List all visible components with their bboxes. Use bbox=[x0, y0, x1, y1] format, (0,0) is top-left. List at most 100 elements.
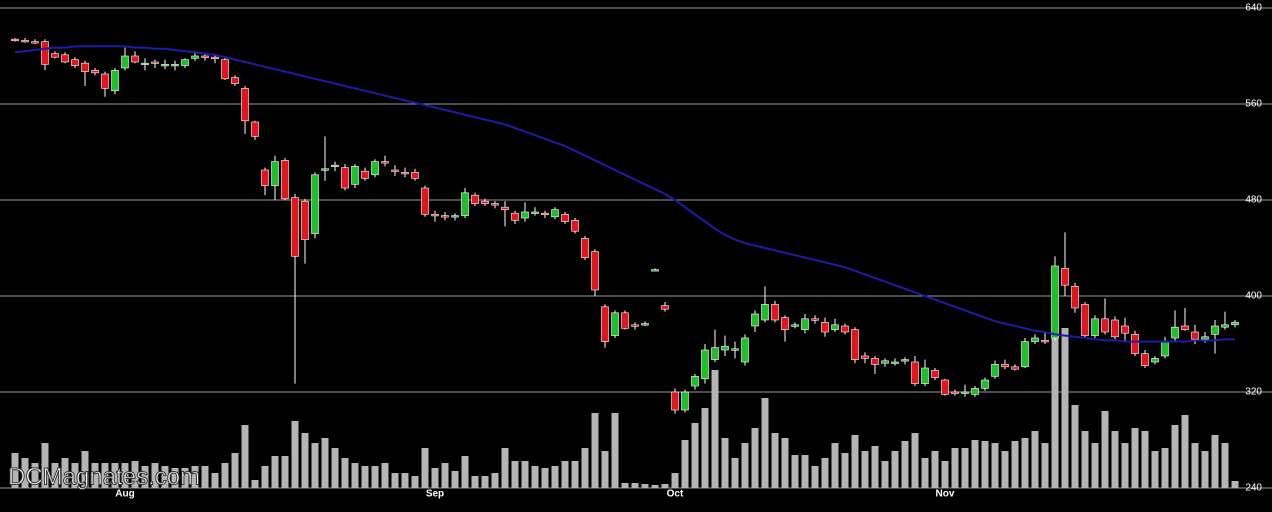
candle-body bbox=[271, 161, 279, 186]
volume-bar bbox=[451, 471, 459, 488]
candle-body bbox=[411, 172, 419, 179]
candle-body bbox=[761, 304, 769, 321]
candle-body bbox=[621, 312, 629, 329]
candle-body bbox=[791, 324, 799, 327]
volume-bar bbox=[601, 451, 609, 488]
candle-body bbox=[721, 346, 729, 351]
volume-bar bbox=[721, 438, 729, 488]
volume-bar bbox=[1191, 443, 1199, 488]
volume-bar bbox=[151, 463, 159, 488]
volume-bar bbox=[501, 448, 509, 488]
candle-body bbox=[631, 324, 639, 327]
candle-body bbox=[531, 211, 539, 214]
candle-body bbox=[981, 379, 989, 389]
y-tick-label: 640 bbox=[1245, 3, 1262, 14]
volume-bar bbox=[911, 433, 919, 488]
candle-body bbox=[401, 172, 409, 175]
candle-body bbox=[131, 55, 139, 63]
volume-bar bbox=[1101, 411, 1109, 488]
volume-bar bbox=[261, 466, 269, 488]
volume-bar bbox=[171, 468, 179, 488]
candle-body bbox=[681, 391, 689, 411]
candle-body bbox=[1231, 322, 1239, 326]
candle-body bbox=[971, 388, 979, 395]
volume-bar bbox=[981, 441, 989, 488]
volume-bar bbox=[121, 463, 129, 488]
volume-bar bbox=[1041, 443, 1049, 488]
candle-body bbox=[741, 337, 749, 363]
candle-body bbox=[671, 391, 679, 411]
volume-bar bbox=[521, 461, 529, 488]
candle-body bbox=[381, 161, 389, 164]
candle-body bbox=[241, 88, 249, 122]
volume-bar bbox=[191, 466, 199, 488]
candle-body bbox=[1121, 325, 1129, 334]
candle-body bbox=[281, 160, 289, 200]
candle-body bbox=[931, 370, 939, 378]
candle-body bbox=[161, 64, 169, 67]
volume-bar bbox=[321, 438, 329, 488]
volume-bar bbox=[371, 466, 379, 488]
candle-body bbox=[521, 211, 529, 219]
volume-bar bbox=[361, 466, 369, 488]
candle-body bbox=[1181, 325, 1189, 330]
candle-body bbox=[301, 200, 309, 240]
candles bbox=[11, 38, 1239, 414]
volume-bar bbox=[131, 461, 139, 488]
candle-body bbox=[341, 167, 349, 189]
candle-body bbox=[851, 329, 859, 360]
volume-bar bbox=[741, 443, 749, 488]
volume-bar bbox=[771, 433, 779, 488]
volume-bar bbox=[781, 438, 789, 488]
volume-bar bbox=[1051, 328, 1059, 488]
candle-body bbox=[691, 376, 699, 387]
candle-body bbox=[1191, 331, 1199, 340]
candle-body bbox=[231, 77, 239, 84]
candle-body bbox=[71, 59, 79, 66]
volume-bar bbox=[211, 473, 219, 488]
volume-bar bbox=[971, 440, 979, 488]
volume-bar bbox=[351, 463, 359, 488]
volume-bar bbox=[591, 413, 599, 488]
volume-bar bbox=[761, 398, 769, 488]
candle-body bbox=[1161, 341, 1169, 357]
volume-bar bbox=[61, 458, 69, 488]
volume-bar bbox=[91, 463, 99, 488]
candle-body bbox=[481, 200, 489, 204]
volume-bar bbox=[631, 483, 639, 488]
candle-body bbox=[431, 214, 439, 217]
candle-body bbox=[261, 169, 269, 186]
x-tick-label: Nov bbox=[936, 489, 955, 500]
volume-bar bbox=[1221, 443, 1229, 488]
candle-body bbox=[471, 194, 479, 204]
candle-body bbox=[1011, 366, 1019, 370]
volume-bar bbox=[951, 448, 959, 488]
y-tick-label: 240 bbox=[1245, 483, 1262, 494]
candle-body bbox=[201, 55, 209, 58]
volume-bar bbox=[281, 456, 289, 488]
volume-bar bbox=[941, 461, 949, 488]
volume-bar bbox=[701, 408, 709, 488]
volume-bar bbox=[441, 463, 449, 488]
candle-body bbox=[91, 70, 99, 74]
candle-body bbox=[901, 359, 909, 362]
volume-bar bbox=[11, 453, 19, 488]
candle-body bbox=[841, 325, 849, 333]
volume-bar bbox=[81, 451, 89, 488]
volume-bar bbox=[811, 466, 819, 488]
candle-body bbox=[361, 170, 369, 179]
candle-body bbox=[351, 166, 359, 185]
candle-body bbox=[801, 318, 809, 330]
volume-bar bbox=[431, 468, 439, 488]
candle-body bbox=[1031, 337, 1039, 342]
candle-body bbox=[61, 54, 69, 63]
volume-bar bbox=[391, 473, 399, 488]
volume-bar bbox=[1121, 443, 1129, 488]
candle-body bbox=[11, 38, 19, 42]
volume-bar bbox=[751, 428, 759, 488]
candle-body bbox=[421, 187, 429, 215]
x-tick-label: Oct bbox=[667, 489, 684, 500]
volume-bar bbox=[661, 484, 669, 488]
candle-body bbox=[1221, 324, 1229, 328]
